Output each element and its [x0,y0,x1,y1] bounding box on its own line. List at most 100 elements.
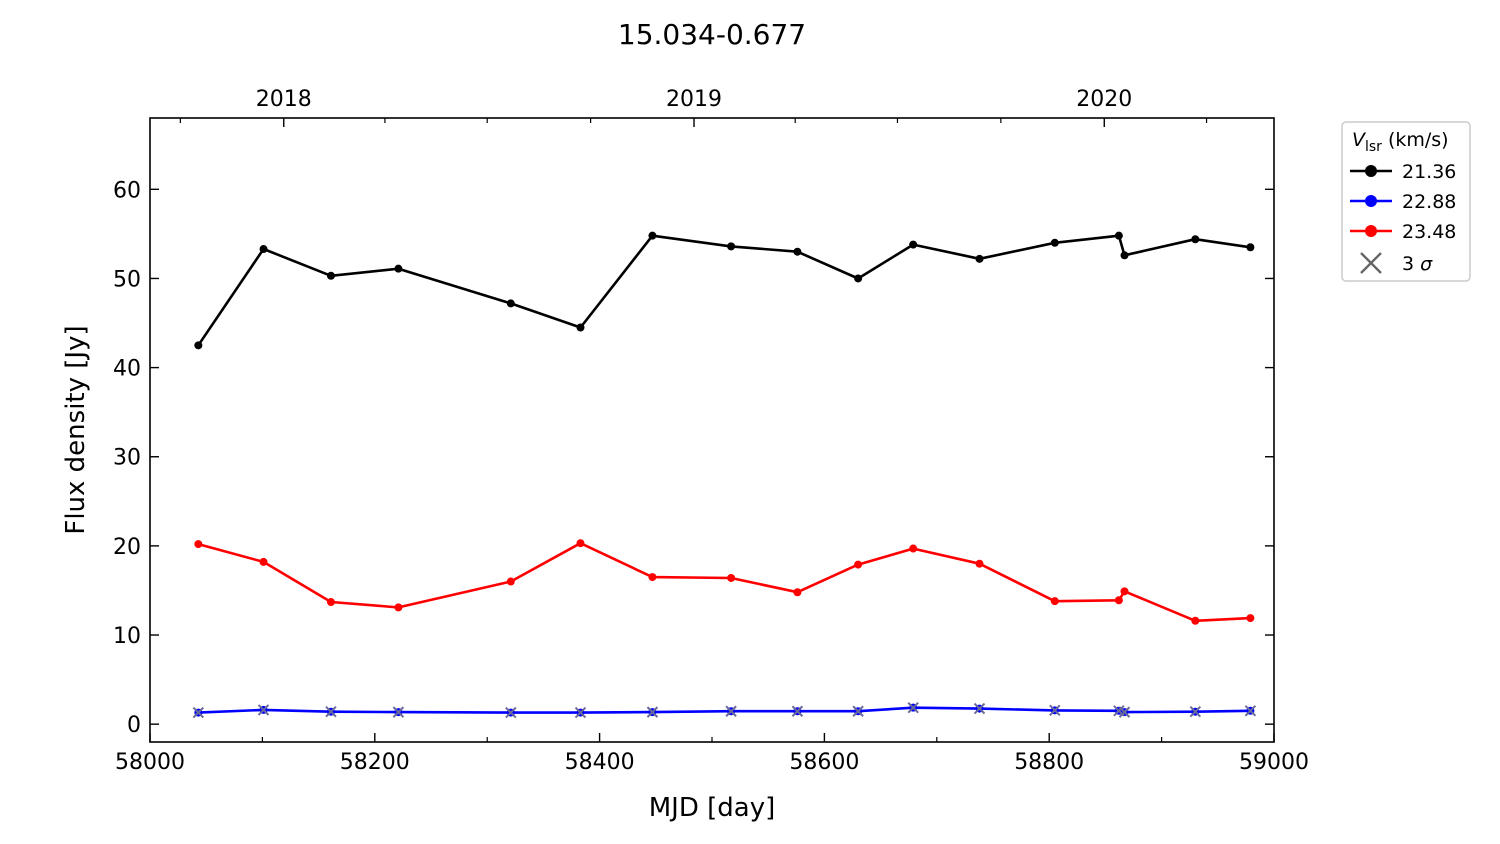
sigma-marker [192,706,205,719]
data-point [326,598,335,607]
series-line [197,234,1251,347]
legend-box [1341,121,1471,282]
data-point [727,573,736,582]
data-point [1050,238,1059,247]
data-point [394,603,403,612]
data-point [1120,251,1129,260]
data-point [648,231,657,240]
legend-sigma-marker [1360,252,1382,274]
sigma-marker [1189,705,1202,718]
x-axis-title: MJD [day] [649,793,776,823]
sigma-marker [1244,705,1257,717]
data-point [1114,231,1123,240]
plot-frame [149,117,1275,743]
y-tick-label: 50 [113,267,141,292]
legend-sigma-number: 3 [1402,253,1414,275]
data-point [1120,587,1129,596]
data-point [1246,243,1255,252]
legend-sigma-symbol: σ [1420,253,1433,275]
data-point [727,242,736,251]
legend-label: 21.36 [1402,161,1456,183]
data-point [259,245,268,254]
sigma-marker [257,704,270,716]
data-point [576,323,585,332]
legend-entries: 21.36 22.88 23.48 [1350,161,1456,243]
sigma-marker [973,702,986,715]
legend-title-v: V [1352,129,1367,151]
data-point [506,299,515,308]
y-tick-label: 20 [113,535,141,560]
data-point [1191,616,1200,625]
y-axis-title: Flux density [Jy] [61,325,91,534]
data-point [909,544,918,553]
data-point [975,559,984,568]
y-tick-label: 40 [113,357,141,382]
data-point [1050,597,1059,606]
x-axis-bottom: 58000 58200 58400 58600 58800 59000 [115,733,1309,775]
sigma-marker [1049,704,1061,717]
legend-marker [1365,165,1377,177]
data-point [793,588,802,597]
y-tick-label: 60 [113,178,141,203]
sigma-marker [725,705,737,717]
y-axis-left: 0 10 20 30 40 50 60 [113,178,1274,738]
y-tick-label: 30 [113,446,141,471]
data-point [194,540,203,549]
data-point [854,274,863,283]
sigma-marker [852,705,864,717]
series-line [197,541,1251,623]
legend-entry-21.36: 21.36 [1350,161,1456,183]
data-point [326,271,335,280]
data-point [394,264,403,273]
legend-title: Vlsr (km/s) [1352,129,1449,155]
data-point [975,254,984,263]
sigma-marker [505,706,517,719]
sigma-marker [325,705,337,718]
sigma-marker [392,706,405,718]
data-point [648,573,657,582]
data-point [793,247,802,256]
x-axis-top-years: 2018 2019 2020 [179,87,1208,127]
x-tick-label: 58600 [789,750,859,775]
x-tick-label: 58800 [1014,750,1084,775]
legend-marker [1365,225,1377,237]
legend-label: 23.48 [1402,221,1456,243]
series-layer [192,231,1257,719]
data-point [854,560,863,569]
data-point [1114,596,1123,605]
legend-entry-22.88: 22.88 [1350,191,1456,213]
x-tick-label: 58400 [565,750,635,775]
data-point [194,341,203,350]
data-point [1246,614,1255,623]
legend-label: 22.88 [1402,191,1456,213]
data-point [506,577,515,586]
series-23.48 [194,539,1255,625]
x-tick-label: 58200 [340,750,410,775]
chart-title: 15.034-0.677 [618,18,806,51]
data-point [1191,235,1200,244]
year-tick-label: 2018 [256,87,312,112]
legend-entry-23.48: 23.48 [1350,221,1456,243]
series-line [198,706,1251,714]
legend-title-unit: (km/s) [1388,129,1449,151]
sigma-marker [791,705,804,717]
sigma-marker [646,706,659,718]
x-tick-label: 59000 [1239,750,1309,775]
sigma-marker [1118,706,1131,718]
data-point [259,557,268,566]
legend-marker [1365,195,1377,207]
series-21.36 [194,231,1255,350]
x-tick-label: 58000 [115,750,185,775]
legend-title-sub: lsr [1365,139,1382,155]
data-point [909,240,918,249]
year-tick-label: 2020 [1076,87,1132,112]
y-tick-label: 10 [113,624,141,649]
sigma-marker [907,701,919,714]
year-tick-label: 2019 [666,87,722,112]
data-point [576,539,585,548]
series-22.88 [192,701,1257,719]
